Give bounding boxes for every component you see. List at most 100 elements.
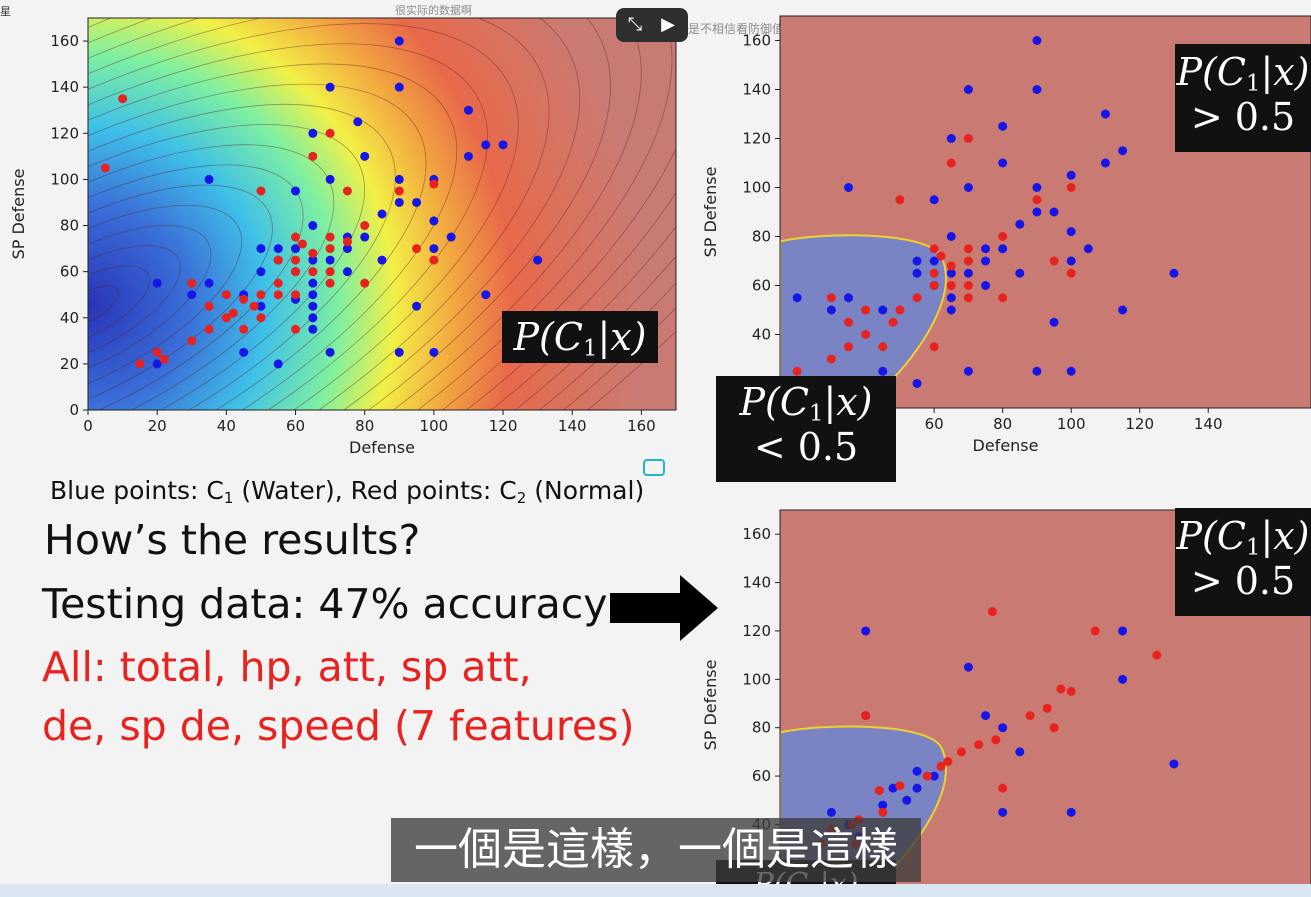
normal-point bbox=[929, 268, 939, 278]
water-point bbox=[826, 807, 836, 817]
water-point bbox=[152, 359, 162, 369]
water-point bbox=[946, 293, 956, 303]
density-contour bbox=[88, 124, 365, 410]
y-tick-label: 100 bbox=[742, 670, 771, 688]
water-point bbox=[204, 174, 214, 184]
top-caption-corner: 星 bbox=[0, 5, 11, 18]
y-axis-label: SP Defense bbox=[701, 167, 720, 258]
water-point bbox=[878, 800, 888, 810]
density-contour bbox=[88, 265, 150, 348]
normal-point bbox=[1152, 650, 1162, 660]
video-toolbar: ⤡ ▶ bbox=[616, 8, 688, 42]
water-point bbox=[463, 105, 473, 115]
density-plot-svg: 0 20 40 60 80 100 120 140 160 0 20 40 60 80 100 120 140 1… bbox=[9, 17, 677, 457]
density-contour bbox=[88, 18, 550, 410]
formula-box-gt-bottom: P(C1|x) > 0.5 bbox=[1175, 508, 1311, 616]
normal-point bbox=[943, 757, 953, 767]
water-point bbox=[308, 301, 318, 311]
water-point bbox=[394, 82, 404, 92]
x-tick-label: 60 bbox=[286, 417, 305, 435]
x-tick-label: 160 bbox=[627, 417, 656, 435]
y-tick-label: 80 bbox=[752, 228, 771, 246]
y-tick-label: 60 bbox=[752, 767, 771, 785]
water-point bbox=[981, 711, 991, 721]
water-point bbox=[429, 244, 439, 254]
normal-point bbox=[273, 290, 283, 300]
y-tick-label: 40 bbox=[60, 309, 79, 327]
water-point bbox=[394, 174, 404, 184]
normal-point bbox=[946, 158, 956, 168]
water-point bbox=[360, 232, 370, 242]
density-contour bbox=[88, 245, 181, 368]
normal-point bbox=[874, 786, 884, 796]
normal-point bbox=[895, 781, 905, 791]
normal-point bbox=[256, 186, 266, 196]
plot-frame bbox=[87, 17, 677, 411]
water-point bbox=[1066, 170, 1076, 180]
normal-point bbox=[929, 244, 939, 254]
normal-point bbox=[325, 232, 335, 242]
water-point bbox=[981, 244, 991, 254]
water-point bbox=[291, 244, 301, 254]
video-sparkle-icon[interactable]: ▶ bbox=[661, 14, 675, 35]
water-point bbox=[1169, 759, 1179, 769]
water-point bbox=[1066, 366, 1076, 376]
density-contour bbox=[88, 225, 212, 388]
water-point bbox=[912, 766, 922, 776]
water-point bbox=[360, 151, 370, 161]
normal-point bbox=[228, 308, 238, 318]
water-point bbox=[902, 795, 912, 805]
normal-point bbox=[826, 293, 836, 303]
normal-point bbox=[135, 359, 145, 369]
normal-point bbox=[308, 267, 318, 277]
water-point bbox=[429, 347, 439, 357]
formula-box-gt-top: P(C1|x) > 0.5 bbox=[1175, 44, 1311, 152]
water-point bbox=[1032, 85, 1042, 94]
water-point bbox=[981, 256, 991, 266]
normal-point bbox=[1049, 723, 1059, 733]
water-point bbox=[239, 347, 249, 357]
normal-point bbox=[861, 305, 871, 315]
normal-point bbox=[291, 290, 301, 300]
normal-point bbox=[991, 735, 1001, 745]
normal-point bbox=[360, 278, 370, 288]
normal-point bbox=[963, 281, 973, 290]
all-features-line2: de, sp de, speed (7 features) bbox=[42, 702, 635, 750]
normal-point bbox=[912, 293, 922, 303]
exit-fullscreen-icon[interactable]: ⤡ bbox=[627, 14, 643, 35]
normal-point bbox=[741, 759, 750, 768]
density-contour bbox=[88, 18, 611, 410]
normal-point bbox=[325, 267, 335, 277]
density-contour bbox=[88, 103, 396, 410]
x-tick-label: 100 bbox=[420, 417, 449, 435]
formula-line1: P(C1|x) bbox=[1176, 514, 1310, 561]
normal-point bbox=[239, 324, 249, 334]
water-point bbox=[325, 174, 335, 184]
normal-point bbox=[256, 290, 266, 300]
y-tick-label: 160 bbox=[50, 32, 79, 50]
normal-point bbox=[118, 94, 128, 104]
water-point bbox=[498, 140, 508, 150]
water-point bbox=[1015, 747, 1025, 757]
water-point bbox=[929, 256, 939, 266]
normal-point bbox=[963, 293, 973, 303]
y-axis-label: SP Defense bbox=[701, 660, 720, 751]
water-point bbox=[946, 268, 956, 278]
normal-point bbox=[394, 186, 404, 196]
water-point bbox=[342, 244, 352, 254]
water-point bbox=[981, 281, 991, 290]
water-point bbox=[1100, 109, 1110, 119]
normal-point bbox=[1066, 183, 1076, 192]
y-tick-label: 60 bbox=[752, 277, 771, 295]
water-point bbox=[377, 209, 387, 219]
chat-bubble-icon[interactable] bbox=[643, 459, 665, 476]
water-point bbox=[412, 301, 422, 311]
normal-point bbox=[100, 163, 110, 173]
water-point bbox=[912, 268, 922, 278]
normal-point bbox=[878, 342, 888, 352]
water-point bbox=[1118, 305, 1128, 315]
density-contour bbox=[88, 18, 581, 410]
water-point bbox=[308, 128, 318, 138]
y-tick-label: 80 bbox=[752, 719, 771, 737]
normal-point bbox=[895, 305, 905, 315]
